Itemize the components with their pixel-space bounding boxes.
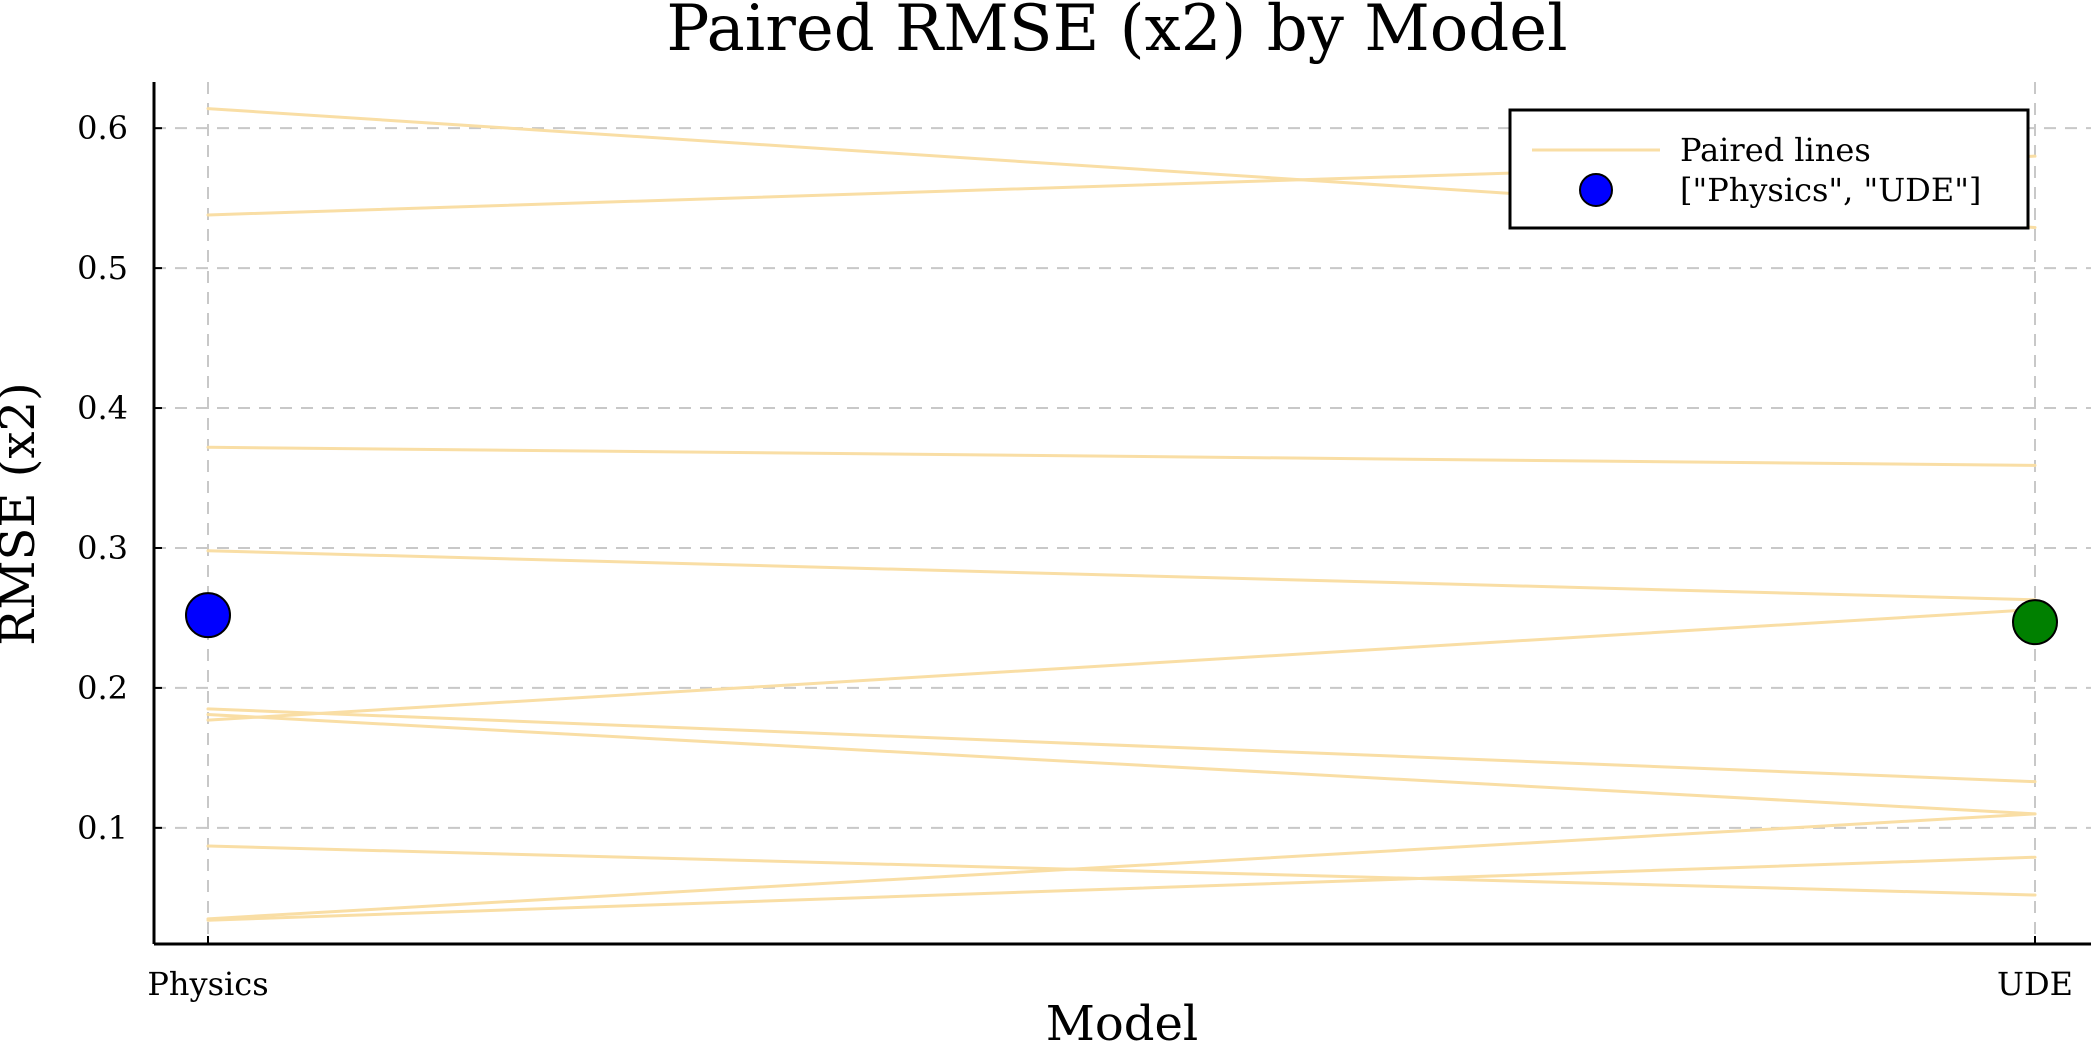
legend-box xyxy=(1508,108,2030,230)
y-tick-label: 0.6 xyxy=(77,109,128,147)
x-axis-label: Model xyxy=(1046,996,1199,1050)
axes xyxy=(152,82,2091,946)
legend: Paired lines ["Physics", "UDE"] xyxy=(1508,108,2030,230)
paired-line xyxy=(206,707,2037,784)
mean-markers xyxy=(185,592,2058,646)
y-tick-label: 0.2 xyxy=(77,669,128,707)
mean-marker-physics xyxy=(185,592,231,639)
legend-label-paired-lines: Paired lines xyxy=(1680,131,1871,169)
legend-marker-swatch xyxy=(1579,173,1613,207)
paired-line xyxy=(206,855,2037,922)
y-tick-label: 0.3 xyxy=(77,529,128,567)
y-axis-label: RMSE (x2) xyxy=(0,382,46,646)
x-tick-label: Physics xyxy=(147,965,268,1003)
y-ticks: 0.1 0.2 0.3 0.4 0.5 0.6 xyxy=(77,109,162,847)
legend-label-means: ["Physics", "UDE"] xyxy=(1680,171,1981,209)
chart-title: Paired RMSE (x2) by Model xyxy=(666,0,1567,66)
y-tick-label: 0.5 xyxy=(77,249,128,287)
paired-line xyxy=(206,713,2037,816)
y-tick-label: 0.4 xyxy=(77,389,128,427)
paired-lines xyxy=(206,107,2037,922)
paired-line xyxy=(206,812,2037,921)
paired-line xyxy=(206,608,2037,722)
y-tick-label: 0.1 xyxy=(77,809,128,847)
paired-line xyxy=(206,844,2037,897)
x-ticks: Physics UDE xyxy=(147,936,2073,1003)
grid xyxy=(154,82,2091,944)
x-tick-label: UDE xyxy=(1997,965,2073,1003)
paired-line xyxy=(206,445,2037,467)
paired-line xyxy=(206,549,2037,602)
mean-marker-ude xyxy=(2012,599,2058,646)
